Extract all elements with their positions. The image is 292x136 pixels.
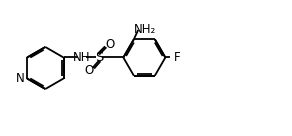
Text: O: O xyxy=(105,38,114,51)
Text: NH₂: NH₂ xyxy=(133,23,156,36)
Text: F: F xyxy=(173,51,180,64)
Text: N: N xyxy=(16,72,25,85)
Text: NH: NH xyxy=(73,51,90,64)
Text: S: S xyxy=(95,51,103,64)
Text: O: O xyxy=(85,64,94,77)
